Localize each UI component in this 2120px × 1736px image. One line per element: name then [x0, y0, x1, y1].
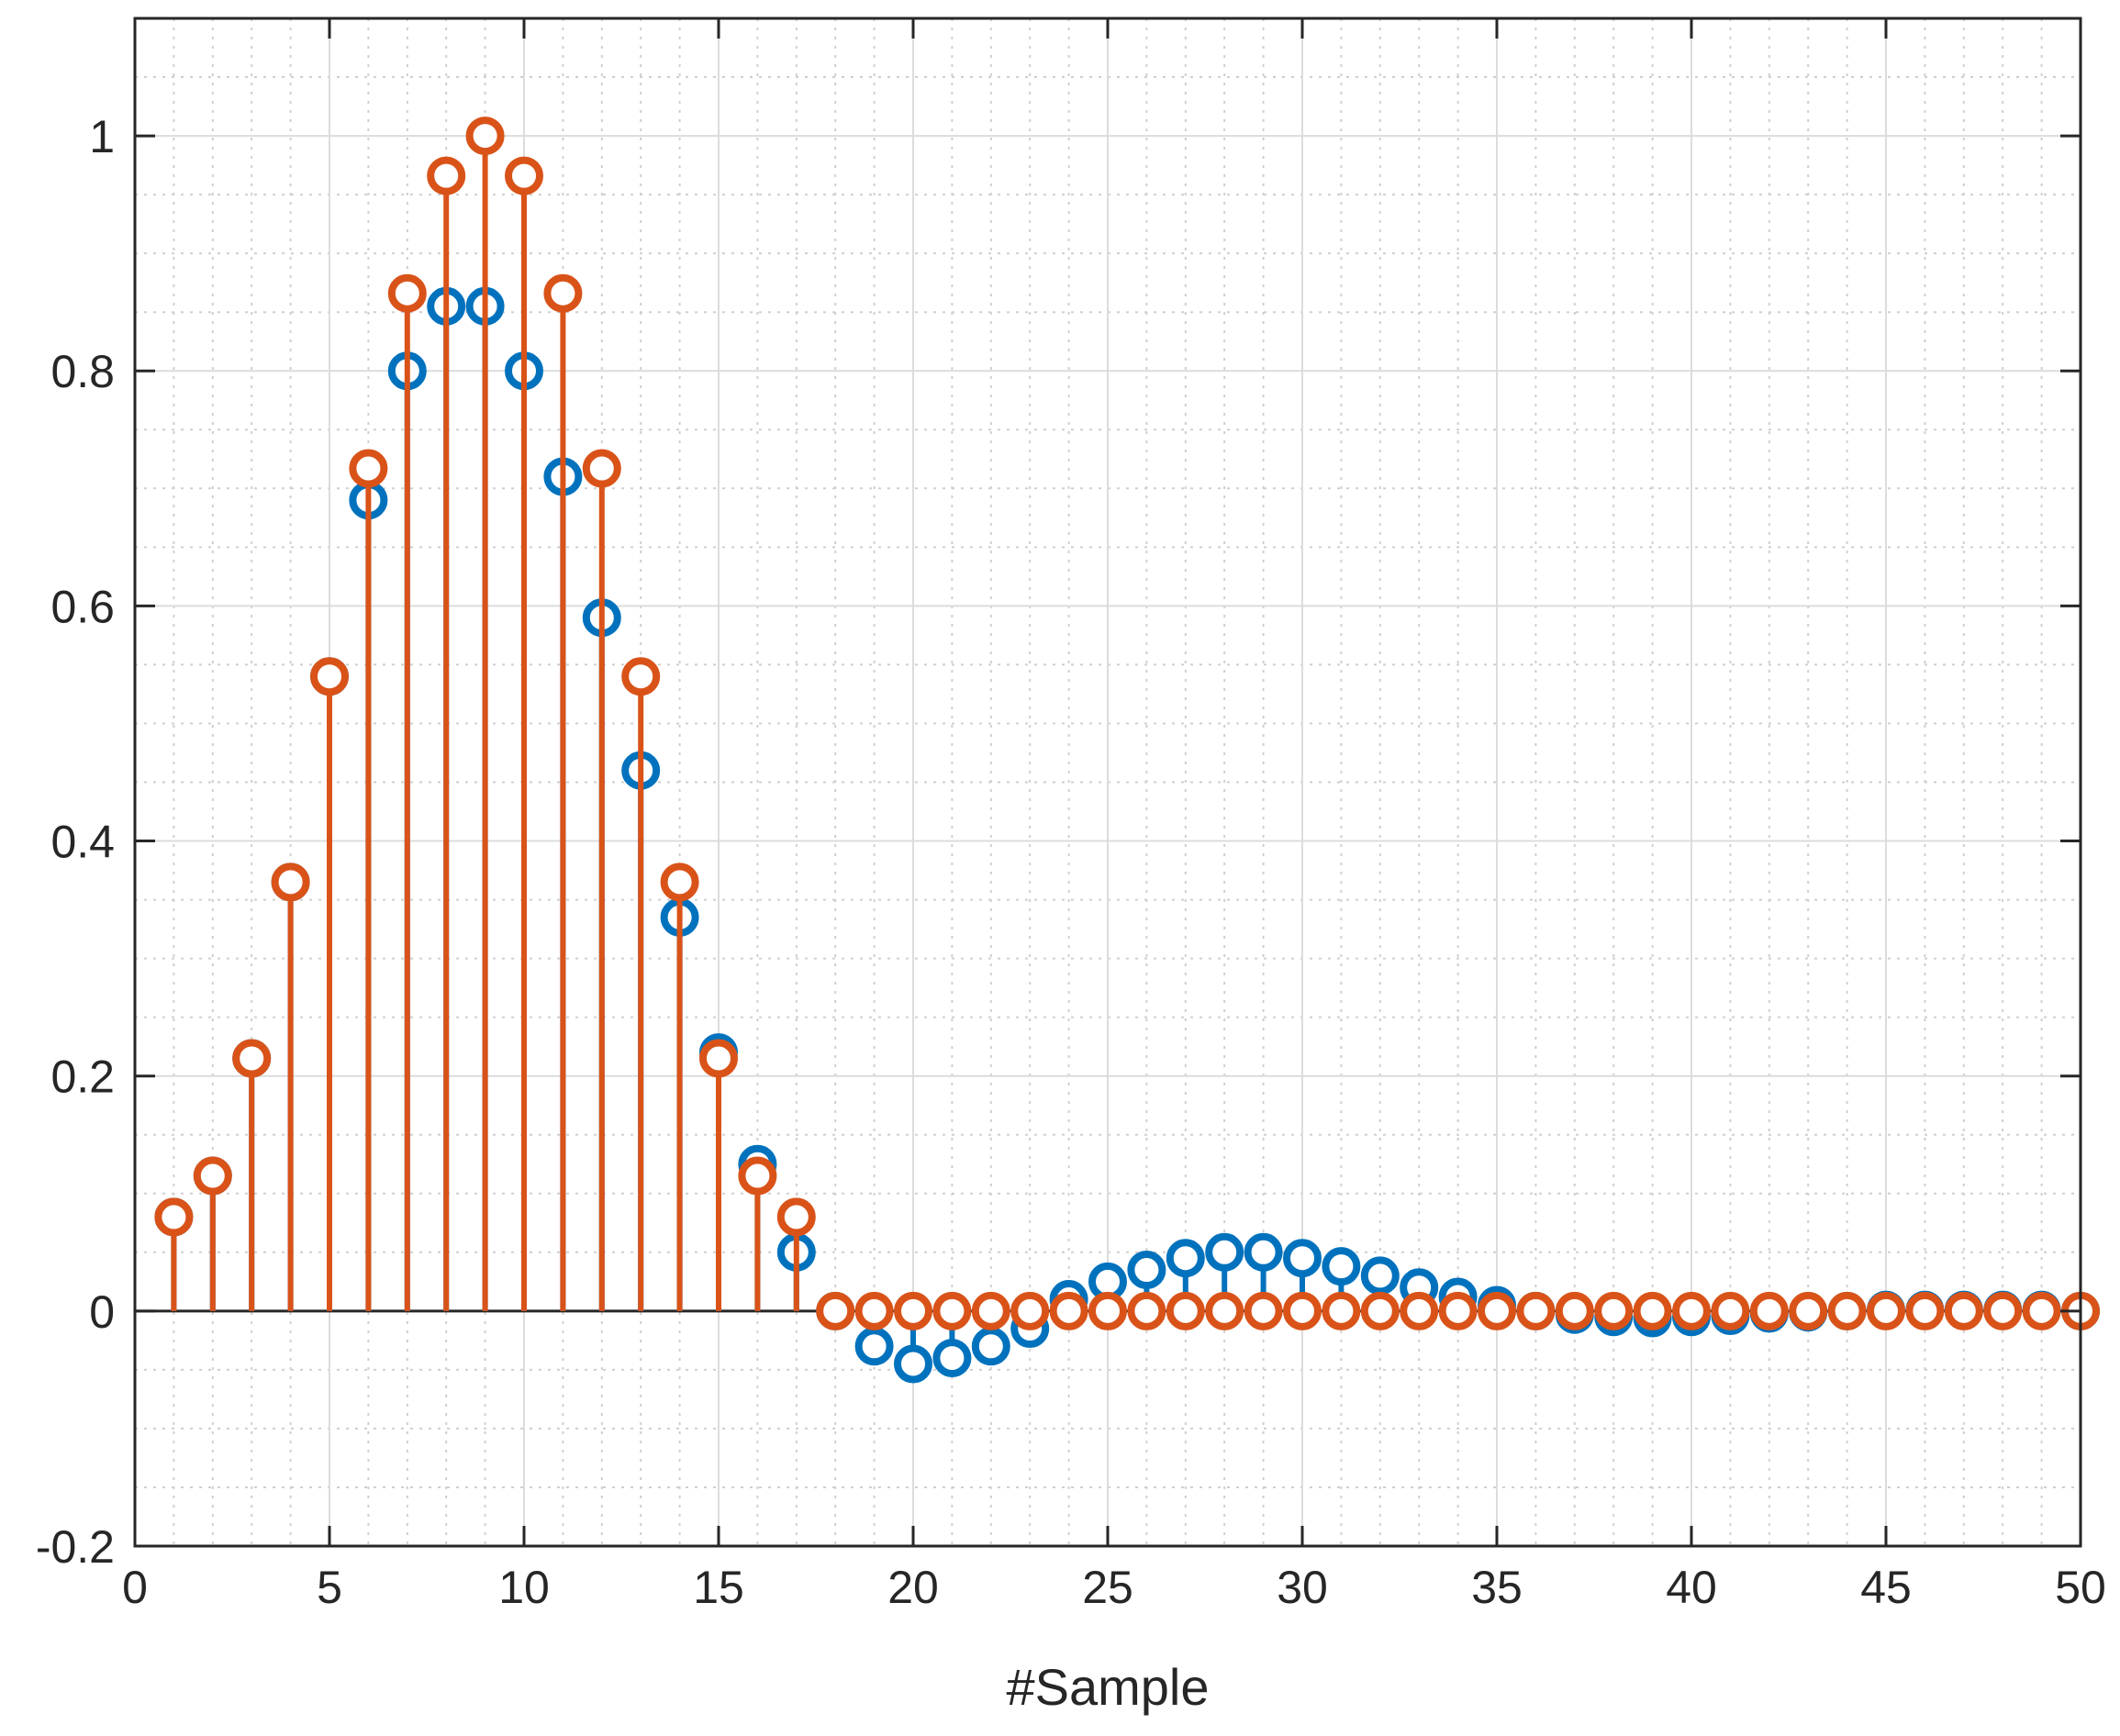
x-tick-label: 50 [2055, 1562, 2106, 1613]
stem-marker [894, 1344, 932, 1384]
axis-ticks [133, 18, 2082, 1548]
stem-marker [582, 449, 621, 488]
x-tick-label: 40 [1666, 1562, 1717, 1613]
stem-marker [1049, 1291, 1088, 1330]
stem-marker [1905, 1291, 1945, 1330]
stem-marker [816, 1291, 855, 1330]
x-tick-label: 20 [887, 1562, 939, 1613]
stem-marker [1867, 1291, 1905, 1330]
x-tick-label: 0 [122, 1562, 148, 1613]
x-tick-label: 15 [693, 1562, 744, 1613]
y-tick-label: 0.2 [50, 1052, 115, 1103]
stem-marker [1205, 1232, 1244, 1272]
stem-marker [310, 657, 349, 696]
stem-marker [699, 1039, 738, 1078]
x-tick-label: 35 [1471, 1562, 1523, 1613]
stem-marker [1127, 1251, 1166, 1290]
stem-marker [154, 1197, 194, 1237]
y-tick-label: 0.8 [50, 346, 115, 397]
stem-marker [854, 1291, 894, 1330]
stem-marker [1205, 1291, 1244, 1330]
stem-marker [1983, 1291, 2023, 1330]
stem-marker [1633, 1291, 1672, 1330]
stem-marker [932, 1339, 972, 1378]
y-tick-labels: -0.2 0 0.2 0.4 0.6 0.8 1 [36, 111, 115, 1573]
stem-marker [1010, 1291, 1050, 1330]
stem-marker [1360, 1291, 1400, 1330]
stem-marker [1322, 1247, 1361, 1286]
x-tick-label: 25 [1082, 1562, 1133, 1613]
stem-marker [1283, 1291, 1322, 1330]
y-tick-label: 0.6 [50, 581, 115, 632]
stem-marker [232, 1039, 272, 1078]
x-tick-label: 30 [1277, 1562, 1328, 1613]
stem-marker [1672, 1291, 1711, 1330]
stem-marker [1944, 1291, 1983, 1330]
stem-marker [1166, 1239, 1205, 1278]
stem-marker [1322, 1291, 1361, 1330]
stem-marker [660, 862, 699, 902]
stem-marker [1438, 1291, 1478, 1330]
x-tick-label: 10 [498, 1562, 550, 1613]
stem-marker [1088, 1291, 1127, 1330]
stem-marker [271, 862, 310, 902]
stem-marker [543, 273, 583, 313]
series-2 [154, 117, 2100, 1330]
x-tick-label: 5 [317, 1562, 342, 1613]
stem-marker [1127, 1291, 1166, 1330]
stem-marker [349, 449, 388, 488]
stem-marker [1827, 1291, 1867, 1330]
stem-marker [1244, 1232, 1283, 1272]
stem-marker [1555, 1291, 1594, 1330]
stem-marker [465, 117, 505, 156]
stem-marker [427, 156, 466, 195]
stem-marker [1749, 1291, 1789, 1330]
stem-marker [387, 273, 427, 313]
stem-marker [1711, 1291, 1750, 1330]
stem-marker [193, 1156, 232, 1196]
series-layer [154, 117, 2100, 1384]
y-tick-label: -0.2 [36, 1521, 115, 1573]
stem-marker [971, 1327, 1010, 1366]
y-tick-label: 1 [89, 111, 115, 162]
stem-marker [932, 1291, 972, 1330]
stem-marker [854, 1327, 894, 1366]
stem-marker [894, 1291, 932, 1330]
stem-marker [2022, 1291, 2061, 1330]
stem-marker [1789, 1291, 1828, 1330]
y-tick-label: 0 [89, 1286, 115, 1338]
stem-marker [1360, 1256, 1400, 1296]
stem-marker [1283, 1239, 1322, 1278]
stem-marker [621, 657, 661, 696]
stem-marker [1166, 1291, 1205, 1330]
stem-marker [1244, 1291, 1283, 1330]
x-tick-label: 45 [1860, 1562, 1912, 1613]
stem-marker [505, 156, 543, 195]
stem-marker [1516, 1291, 1556, 1330]
stem-marker [971, 1291, 1010, 1330]
y-tick-label: 0.4 [50, 817, 115, 868]
stem-marker [1594, 1291, 1634, 1330]
x-axis-label: #Sample [1006, 1658, 1209, 1716]
stem-marker [1400, 1291, 1439, 1330]
stem-marker [776, 1197, 816, 1237]
stem-marker [738, 1156, 777, 1196]
stem-marker [1478, 1291, 1516, 1330]
x-tick-labels: 0 5 10 15 20 25 30 35 40 45 50 [122, 1562, 2106, 1613]
